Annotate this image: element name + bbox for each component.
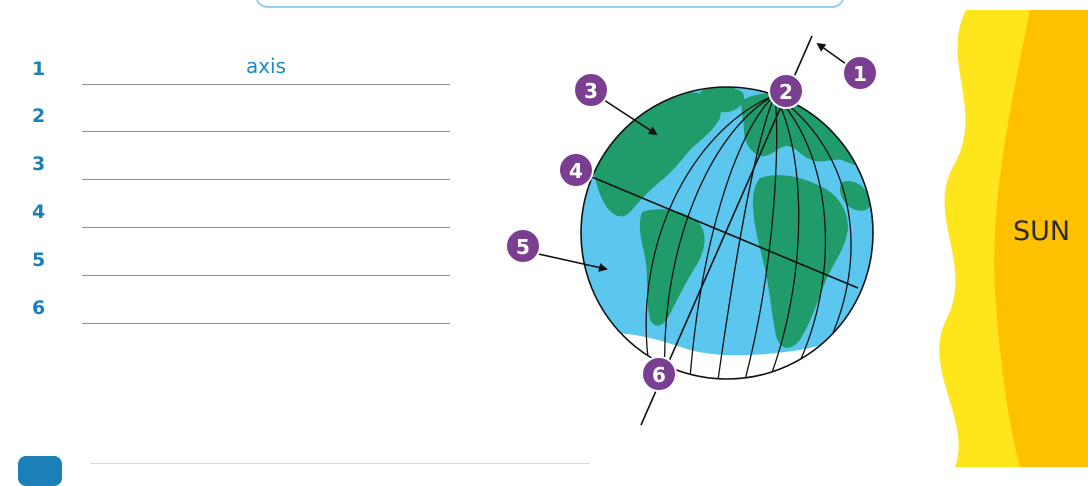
row-number: 2	[32, 105, 46, 127]
answer-line[interactable]	[82, 275, 450, 276]
earth-globe	[580, 86, 874, 380]
marker-4-label: 4	[569, 159, 583, 183]
marker-3: 3	[573, 72, 609, 108]
equator-line	[579, 171, 859, 289]
arabia-landmass	[839, 181, 872, 211]
marker-1-label: 1	[853, 62, 867, 86]
sun-inner-core	[994, 10, 1088, 467]
marker-3-label: 3	[584, 79, 598, 103]
answer-line[interactable]	[82, 84, 450, 85]
marker-4: 4	[558, 152, 594, 188]
answer-line[interactable]	[82, 323, 450, 324]
sun	[939, 10, 1088, 467]
marker-2: 2	[768, 73, 804, 109]
row-number: 5	[32, 249, 46, 271]
next-activity-icon	[18, 456, 62, 486]
eurasia-landmass	[741, 93, 870, 166]
marker-5-label: 5	[516, 235, 530, 259]
greenland-landmass	[700, 87, 745, 113]
earth-sun-diagram: 1 2 3 4 5 6	[505, 10, 1088, 467]
pointer-arrow-1	[816, 42, 847, 65]
marker-2-label: 2	[779, 80, 793, 104]
marker-5: 5	[505, 228, 541, 264]
marker-6-label: 6	[652, 363, 666, 387]
pointer-arrow-3	[603, 99, 658, 136]
row-number: 3	[32, 153, 46, 175]
row-number: 1	[32, 58, 46, 80]
globe-outline	[580, 86, 874, 380]
pointer-arrow-5	[533, 252, 608, 272]
marker-1: 1	[842, 55, 878, 91]
row-number: 4	[32, 201, 46, 223]
answer-line[interactable]	[82, 131, 450, 132]
marker-6: 6	[641, 356, 677, 392]
answer-line[interactable]	[82, 227, 450, 228]
answer-line[interactable]	[82, 179, 450, 180]
row-number: 6	[32, 297, 46, 319]
answer-text: axis	[245, 54, 287, 78]
south-america-landmass	[639, 209, 705, 326]
bottom-rule	[90, 463, 590, 464]
sun-label: SUN	[1013, 216, 1071, 247]
